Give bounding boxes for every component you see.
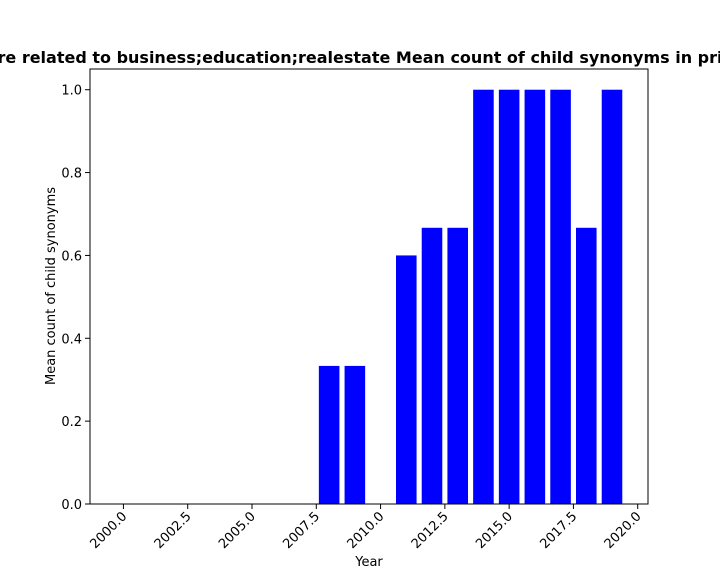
x-axis-ticks: 2000.0 2002.5 2005.0 2007.5 2010.0 2012.5 2015…: [87, 504, 645, 552]
y-tick-label: 0.8: [61, 167, 82, 182]
y-tick-label: 0.0: [61, 498, 82, 513]
bar-2014: [473, 89, 494, 504]
bar-2017: [550, 89, 571, 504]
y-tick-label: 1.0: [61, 84, 82, 99]
y-tick-label: 0.6: [61, 249, 82, 264]
x-tick-label: 2015.0: [473, 509, 516, 552]
x-tick-label: 2005.0: [216, 509, 259, 552]
x-tick-label: 2020.0: [602, 509, 645, 552]
bar-2018: [576, 227, 597, 504]
x-tick-label: 2010.0: [345, 509, 388, 552]
x-tick-label: 2002.5: [152, 509, 195, 552]
bar-2013: [447, 227, 468, 504]
y-tick-label: 0.4: [61, 332, 82, 347]
x-axis-label: Year: [354, 555, 383, 570]
y-tick-label: 0.2: [61, 415, 82, 430]
x-tick-label: 2000.0: [87, 509, 130, 552]
bar-2015: [498, 89, 520, 504]
x-tick-label: 2012.5: [409, 509, 452, 552]
y-axis-label: Mean count of child synonyms: [44, 187, 59, 385]
bar-2011: [396, 255, 417, 504]
y-axis-ticks: 0.0 0.2 0.4 0.6 0.8 1.0: [61, 84, 90, 513]
x-tick-label: 2007.5: [280, 509, 323, 552]
bar-2019: [601, 89, 623, 504]
chart-title: re related to business;education;realest…: [0, 48, 720, 67]
plot-area-frame: [89, 68, 649, 505]
bar-2012: [421, 227, 443, 504]
bars-group: [318, 89, 623, 504]
x-tick-label: 2017.5: [537, 509, 580, 552]
bar-2008: [318, 365, 340, 504]
bar-2016: [524, 89, 546, 504]
bar-2009: [344, 365, 366, 504]
